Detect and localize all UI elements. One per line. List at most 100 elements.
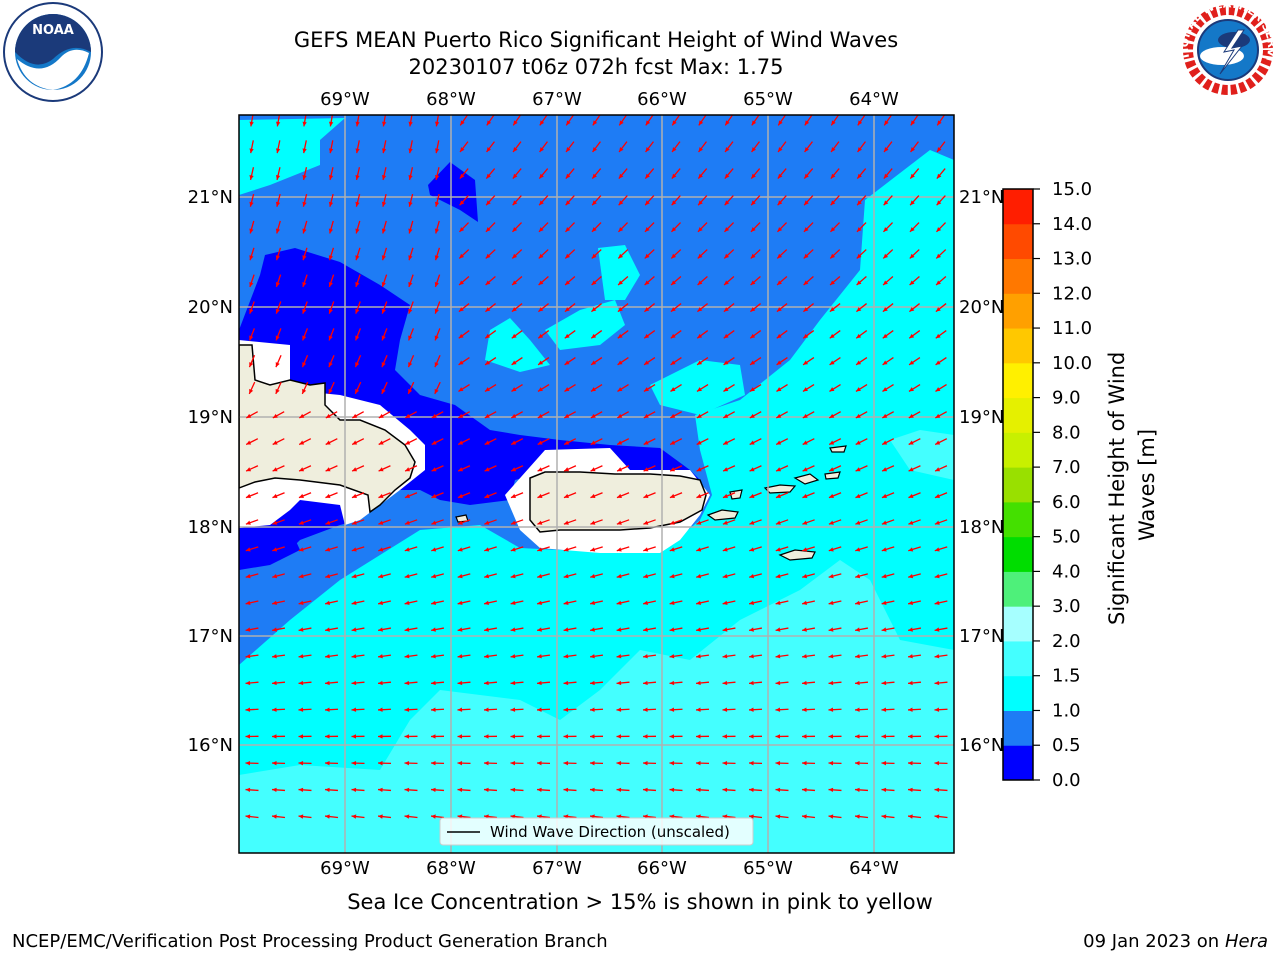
wave-arrow xyxy=(355,167,361,181)
wave-arrow xyxy=(404,814,418,819)
lon-label-top: 65°W xyxy=(743,89,793,110)
wave-arrow xyxy=(245,438,259,446)
wave-arrow xyxy=(801,707,816,712)
wave-arrow xyxy=(272,573,285,579)
wave-arrow xyxy=(749,465,762,472)
wave-arrow xyxy=(355,301,361,314)
lon-label-top: 68°W xyxy=(426,89,476,110)
wave-arrow xyxy=(404,734,418,739)
wave-arrow xyxy=(536,707,551,712)
wave-arrow xyxy=(618,168,628,180)
wave-band-0-0-sw xyxy=(239,528,300,570)
wave-arrow xyxy=(377,734,392,739)
wave-arrow xyxy=(328,220,334,234)
wave-arrow xyxy=(722,760,736,766)
wave-arrow xyxy=(351,734,365,739)
wave-arrow xyxy=(616,438,630,446)
wave-arrow xyxy=(802,519,815,525)
wave-arrow xyxy=(616,492,630,499)
wave-arrow xyxy=(272,438,285,446)
noaa-logo: NOAA xyxy=(3,2,103,102)
wave-arrow xyxy=(776,276,788,286)
wave-arrow xyxy=(564,303,576,313)
wave-arrow xyxy=(934,814,948,819)
wave-arrow xyxy=(404,760,418,766)
wave-arrow xyxy=(589,707,604,712)
wave-arrow xyxy=(642,680,657,686)
wave-arrow xyxy=(457,734,471,739)
wave-arrow xyxy=(537,573,550,579)
colorbar-segment xyxy=(1003,397,1033,433)
wave-arrow xyxy=(696,384,709,392)
wave-arrow xyxy=(855,411,868,419)
wave-arrow xyxy=(801,654,816,659)
wave-arrow xyxy=(750,249,761,259)
wave-arrow xyxy=(486,141,495,153)
wave-arrow xyxy=(325,438,338,446)
wave-arrow xyxy=(459,115,469,126)
wave-arrow xyxy=(381,167,387,181)
wave-arrow xyxy=(377,654,392,659)
land-virgin-islands-b xyxy=(793,473,820,485)
colorbar-tick-label: 11.0 xyxy=(1052,318,1092,339)
wave-arrow xyxy=(855,546,868,552)
wave-arrow xyxy=(934,465,948,472)
wave-arrow xyxy=(696,519,709,525)
wave-arrow xyxy=(723,411,735,419)
wave-arrow xyxy=(669,627,683,632)
wave-arrow xyxy=(245,707,259,712)
colorbar-segment xyxy=(1003,640,1033,677)
colorbar-tick-label: 14.0 xyxy=(1052,214,1092,235)
lat-label-left: 21°N xyxy=(188,187,233,208)
colorbar-tick-label: 3.0 xyxy=(1052,596,1081,617)
wave-arrow xyxy=(511,249,523,259)
wave-arrow xyxy=(776,384,788,392)
colorbar-segment xyxy=(1003,571,1033,607)
wave-arrow xyxy=(591,276,602,286)
wave-arrow xyxy=(275,193,281,207)
wave-arrow xyxy=(696,492,709,499)
arrow-legend: Wind Wave Direction (unscaled) xyxy=(439,817,754,846)
wave-arrow xyxy=(724,141,734,153)
wave-arrow xyxy=(245,519,259,525)
map-gridlines xyxy=(239,115,954,853)
wave-arrow xyxy=(616,546,630,552)
wave-arrow xyxy=(802,384,815,392)
wave-arrow xyxy=(882,384,894,392)
wave-arrow xyxy=(563,492,577,499)
wave-arrow xyxy=(298,519,312,525)
wave-arrow xyxy=(776,411,788,419)
wave-arrow xyxy=(511,276,523,286)
wave-arrow xyxy=(404,492,418,499)
wave-arrow xyxy=(644,276,655,286)
wave-arrow xyxy=(617,357,629,366)
wave-arrow xyxy=(748,787,763,793)
wave-arrow xyxy=(404,600,418,605)
wave-arrow xyxy=(669,492,683,499)
wave-arrow xyxy=(378,465,391,472)
wave-arrow xyxy=(749,384,762,392)
wave-arrow xyxy=(856,276,867,286)
wave-arrow xyxy=(457,627,471,632)
lat-label-right: 19°N xyxy=(959,407,1004,428)
wave-arrow xyxy=(723,222,735,233)
wave-arrow xyxy=(934,787,948,793)
wave-arrow xyxy=(328,381,335,395)
wave-arrow xyxy=(617,411,629,419)
lon-label-top: 64°W xyxy=(849,89,899,110)
wave-arrow xyxy=(430,734,445,739)
wave-arrow xyxy=(590,519,603,525)
wave-arrow xyxy=(377,627,392,632)
colorbar-tick-label: 4.0 xyxy=(1052,561,1081,582)
wave-arrow xyxy=(457,707,471,712)
wave-arrow xyxy=(298,787,312,793)
wave-arrow xyxy=(537,519,550,525)
wave-arrow xyxy=(775,546,789,552)
wave-arrow xyxy=(539,115,548,126)
wave-arrow xyxy=(855,357,868,366)
wave-arrow xyxy=(828,492,842,499)
wave-arrow xyxy=(695,654,710,659)
wave-arrow xyxy=(564,222,576,233)
wave-arrow xyxy=(855,600,868,605)
wave-arrow xyxy=(671,168,681,180)
